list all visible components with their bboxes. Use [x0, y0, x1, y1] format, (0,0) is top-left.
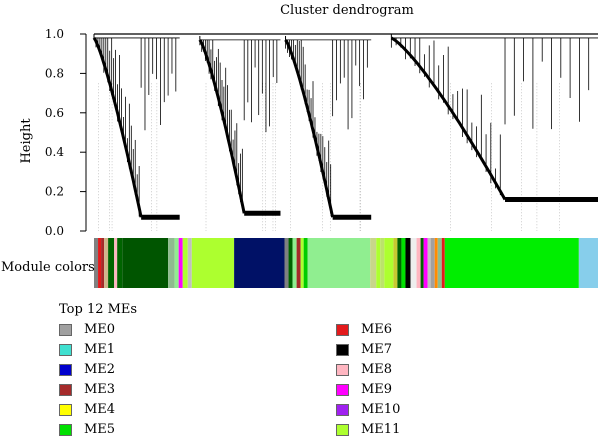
module-segment [234, 238, 285, 288]
module-segment [303, 238, 308, 288]
module-segment [307, 238, 371, 288]
module-segment [437, 238, 442, 288]
legend-label: ME0 [84, 322, 116, 337]
cluster-descent [92, 37, 143, 218]
module-segment [427, 238, 431, 288]
cluster-descent [284, 39, 335, 218]
module-segment [108, 238, 115, 288]
legend-label: ME2 [84, 362, 116, 377]
y-tick-label: 0.6 [45, 106, 64, 120]
cluster-4 [390, 34, 598, 202]
legend-swatch [336, 344, 349, 356]
module-segment [397, 238, 402, 288]
legend-swatch [59, 384, 72, 396]
chart-title: Cluster dendrogram [280, 3, 414, 18]
legend-label: ME1 [84, 342, 116, 357]
legend-label: ME5 [84, 422, 116, 437]
legend-swatch [336, 384, 349, 396]
legend-swatch [336, 424, 349, 436]
legend-label: ME11 [361, 422, 401, 437]
legend-swatch [59, 344, 72, 356]
module-segment [101, 238, 105, 288]
legend-label: ME8 [361, 362, 393, 377]
module-segment [178, 238, 183, 288]
legend-swatch [59, 404, 72, 416]
module-segment [292, 238, 297, 288]
module-segment [288, 238, 293, 288]
legend-label: ME7 [361, 342, 393, 357]
module-segment [393, 238, 398, 288]
module-segment [122, 238, 169, 288]
legend-swatch [59, 324, 72, 336]
cluster-2 [198, 35, 281, 216]
module-segment [191, 238, 235, 288]
module-segment [370, 238, 377, 288]
module-segment [405, 238, 411, 288]
module-segment [187, 238, 192, 288]
legend-label: ME3 [84, 382, 116, 397]
legend-swatch [336, 324, 349, 336]
y-tick-label: 0.4 [45, 145, 64, 159]
y-axis: 0.0 0.2 0.4 0.6 0.8 1.0 [45, 27, 87, 238]
y-axis-label: Height [19, 118, 34, 164]
module-segment [182, 238, 188, 288]
y-tick-label: 0.0 [45, 224, 64, 238]
legend-label: ME9 [361, 382, 393, 397]
module-segment [380, 238, 385, 288]
y-tick-label: 1.0 [45, 27, 64, 41]
legend-swatch [336, 404, 349, 416]
module-segment [296, 238, 301, 288]
module-segment [441, 238, 445, 288]
module-segment [168, 238, 175, 288]
module-segment [416, 238, 421, 288]
module-segment [401, 238, 406, 288]
module-segment [376, 238, 381, 288]
cluster-1 [92, 34, 180, 220]
cluster-3 [284, 35, 372, 220]
module-segment [430, 238, 435, 288]
legend-title: Top 12 MEs [59, 302, 138, 317]
module-bar-label: Module colors [1, 260, 95, 275]
cluster-descent [390, 36, 507, 201]
module-segment [578, 238, 598, 288]
module-segment [423, 238, 428, 288]
module-segment [444, 238, 579, 288]
y-tick-label: 0.8 [45, 66, 64, 80]
legend-label: ME6 [361, 322, 393, 337]
module-color-bar [94, 238, 598, 288]
module-segment [284, 238, 289, 288]
module-segment [384, 238, 394, 288]
y-tick-label: 0.2 [45, 185, 64, 199]
dendrogram-branches [92, 33, 598, 220]
legend-label: ME4 [84, 402, 116, 417]
module-segment [114, 238, 118, 288]
legend-swatch [336, 364, 349, 376]
legend-label: ME10 [361, 402, 401, 417]
module-segment [434, 238, 438, 288]
legend-swatch [59, 364, 72, 376]
module-segment [98, 238, 102, 288]
module-segment [300, 238, 304, 288]
leaf-guide-lines [98, 83, 560, 231]
module-segment [117, 238, 123, 288]
module-segment [410, 238, 417, 288]
module-segment [104, 238, 109, 288]
module-segment [174, 238, 179, 288]
cluster-descent [198, 39, 246, 214]
module-segment [420, 238, 424, 288]
legend-swatch [59, 424, 72, 436]
module-segment [94, 238, 99, 288]
